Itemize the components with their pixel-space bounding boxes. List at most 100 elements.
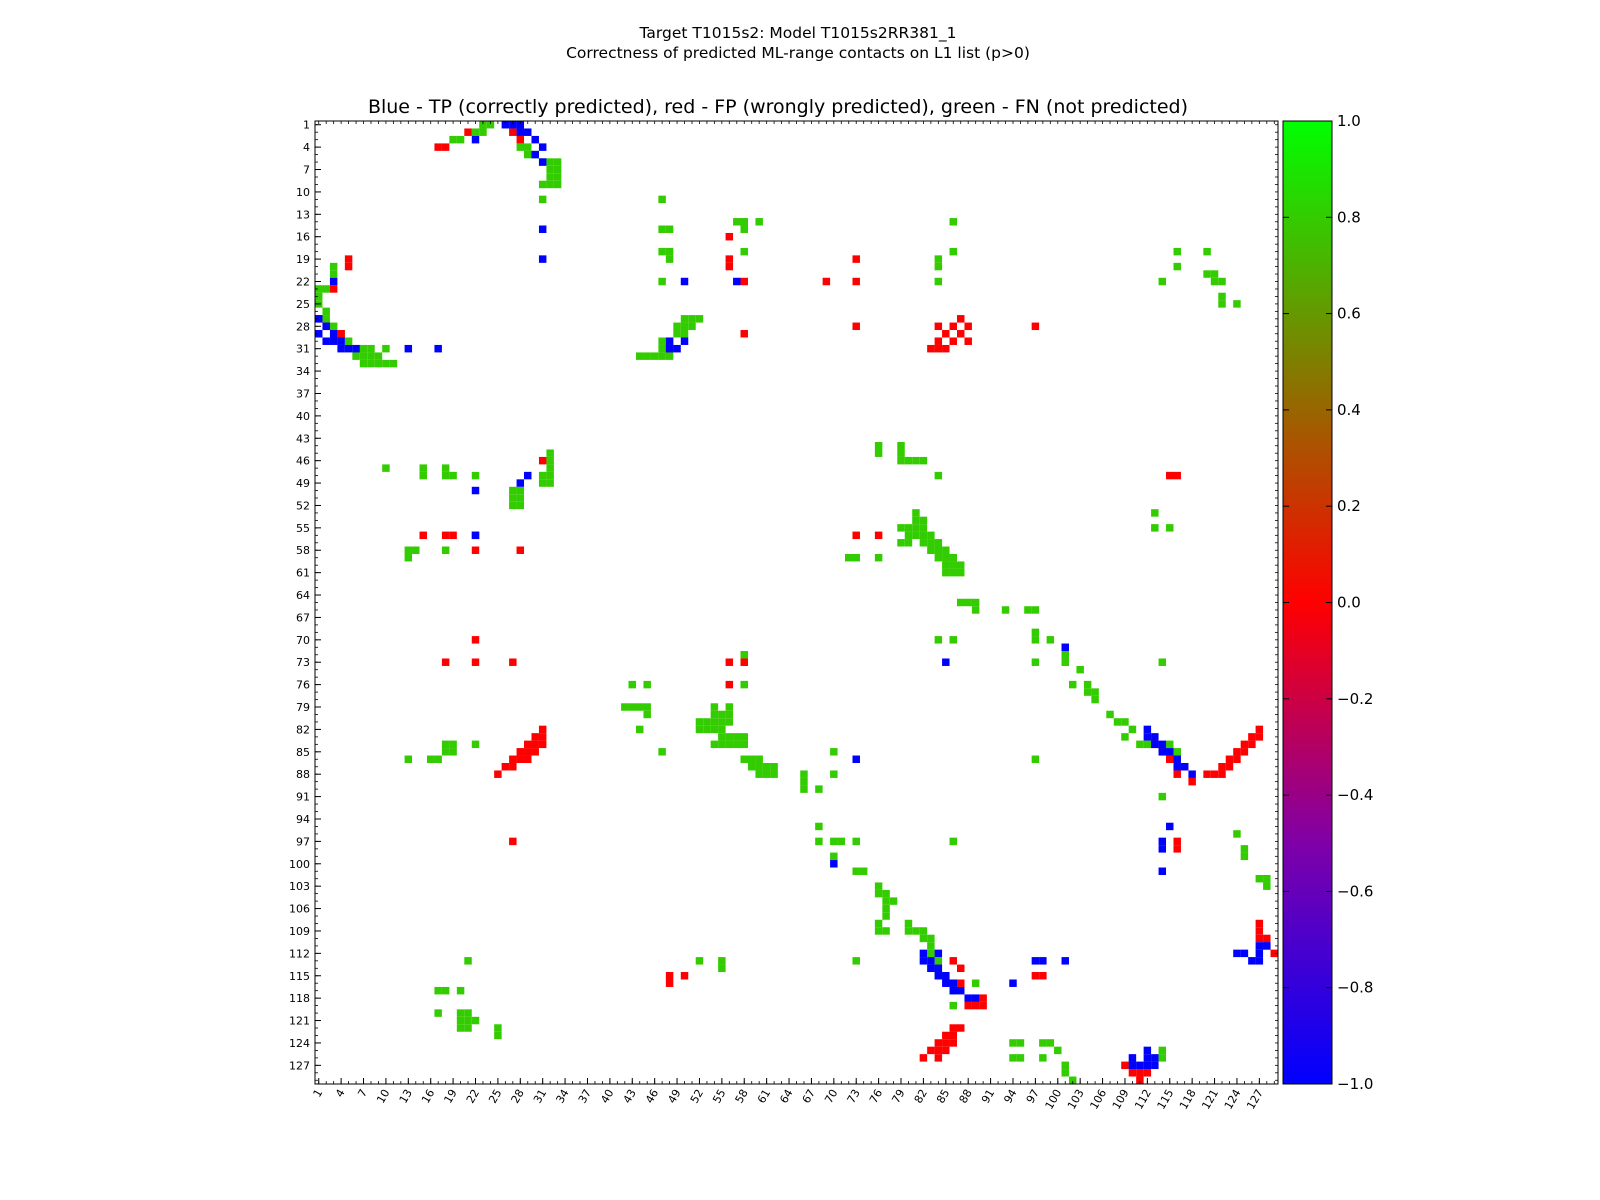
fp-cell [934,1046,943,1055]
fn-cell [456,135,465,144]
fn-cell [695,315,704,323]
fp-cell [919,1054,928,1062]
fp-cell [509,763,517,771]
fn-cell [1173,262,1181,271]
tp-cell [1158,740,1167,749]
fn-cell [882,904,890,913]
fn-cell [1016,1039,1025,1047]
fn-cell [1158,658,1167,666]
x-tick-label: 40 [598,1087,616,1106]
y-tick-label: 115 [289,970,310,983]
fp-cell [1128,1069,1137,1077]
y-tick-label: 34 [296,365,310,378]
tp-cell [1009,979,1017,987]
fn-cell [733,218,741,226]
fn-cell [658,277,666,286]
fn-cell [471,471,480,480]
fp-cell [1173,837,1181,846]
fn-cell [516,501,525,510]
fp-cell [1255,919,1264,928]
y-tick-label: 94 [296,813,310,826]
y-tick-label: 88 [296,768,310,781]
fn-cell [456,1024,465,1032]
fn-cell [718,733,726,741]
fp-cell [1031,322,1040,331]
x-tick-label: 70 [822,1087,840,1106]
fn-cell [897,456,905,465]
fn-cell [464,957,472,965]
fn-cell [374,352,383,360]
fp-cell [725,680,734,689]
fn-cell [957,568,965,577]
fn-cell [1151,524,1159,532]
fp-cell [957,1024,965,1032]
fp-cell [1248,740,1256,749]
fn-cell [718,740,726,749]
fn-cell [770,763,778,771]
fp-cell [725,232,734,241]
fp-cell [329,285,338,293]
fn-cell [740,247,748,256]
heatmap-plot: 1144771010131316161919222225252828313134… [289,119,1279,1112]
fn-cell [919,927,928,935]
y-tick-label: 25 [296,298,310,311]
fp-cell [1031,972,1040,980]
y-tick-label: 127 [289,1059,310,1072]
fp-cell [1255,927,1264,935]
fn-cell [934,957,943,965]
y-tick-label: 103 [289,880,310,893]
fp-cell [1166,755,1174,763]
fn-cell [509,486,517,495]
tp-cell [1166,822,1174,831]
fn-cell [538,195,547,204]
fn-cell [1158,792,1167,801]
plot-frame [314,120,1279,1085]
fp-cell [494,770,502,778]
fp-cell [1255,934,1264,943]
tp-cell [919,949,928,958]
tp-cell [665,337,674,345]
fp-cell [1143,1069,1152,1077]
fp-cell [441,658,450,666]
y-tick-label: 46 [296,455,310,468]
tp-cell [949,986,957,995]
x-tick-label: 58 [733,1087,751,1106]
tp-cell [1136,1061,1144,1070]
fn-cell [680,315,689,323]
fn-cell [471,740,480,749]
fp-cell [516,748,525,756]
fp-cell [725,658,734,666]
tp-cell [673,344,681,353]
fn-cell [673,322,681,331]
fp-cell [501,763,510,771]
figure-title-line2: Correctness of predicted ML-range contac… [566,44,1030,62]
fn-cell [949,837,957,846]
fp-cell [964,322,972,331]
tp-cell [942,658,950,666]
fn-cell [621,703,629,711]
fn-cell [919,456,928,465]
fn-cell [553,180,562,189]
fn-cell [1031,755,1040,763]
fn-cell [464,1024,472,1032]
fp-cell [344,262,353,271]
fn-cell [1009,1054,1017,1062]
x-tick-label: 100 [1043,1087,1065,1112]
fp-cell [1173,471,1181,480]
fn-cell [359,344,368,353]
x-tick-label: 61 [755,1087,773,1106]
fn-cell [904,919,913,928]
fn-cell [553,173,562,181]
fn-cell [322,307,330,316]
x-tick-label: 52 [688,1087,706,1106]
fn-cell [934,262,943,271]
fn-cell [329,270,338,278]
fp-cell [1225,755,1234,763]
fp-cell [822,277,831,286]
x-tick-label: 43 [621,1087,639,1106]
fn-cell [434,755,442,763]
fn-cell [658,225,666,233]
y-tick-label: 118 [289,992,310,1005]
fn-cell [680,330,689,338]
